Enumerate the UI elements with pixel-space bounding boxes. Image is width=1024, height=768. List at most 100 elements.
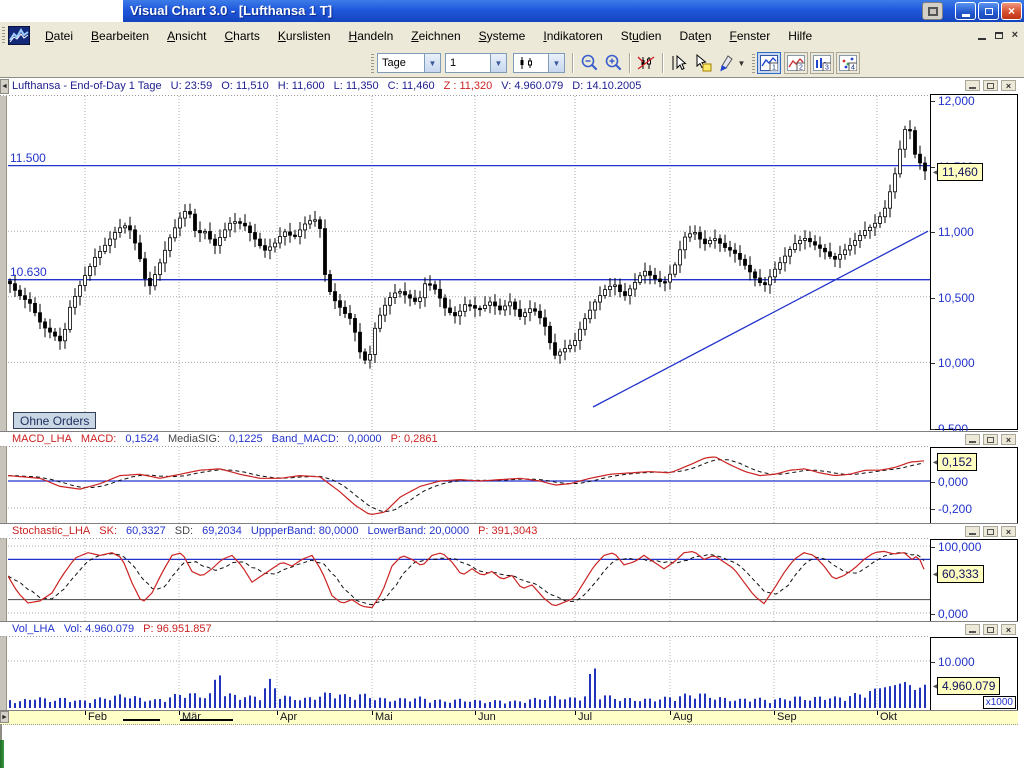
menu-daten[interactable]: Daten <box>679 29 712 43</box>
menu-kurslisten[interactable]: Kurslisten <box>277 29 331 43</box>
panel-minimize-button[interactable] <box>965 80 980 91</box>
restore-button[interactable] <box>978 2 999 20</box>
mdi-restore-icon[interactable] <box>994 31 1003 39</box>
menu-systeme[interactable]: Systeme <box>478 29 526 43</box>
pointer-note-button[interactable] <box>691 52 714 74</box>
macd-chart[interactable] <box>8 447 930 523</box>
header-segment: C: 11,460 <box>387 80 435 92</box>
axis-tick-label: 10.000 <box>938 655 975 669</box>
tick-mark <box>931 166 935 168</box>
header-segment: Band_MACD: <box>271 433 339 445</box>
ohne-orders-button[interactable]: Ohne Orders <box>13 412 97 429</box>
panel-separator[interactable] <box>0 431 1018 432</box>
data-window-button[interactable] <box>634 52 657 74</box>
panel-close-button[interactable]: × <box>1001 80 1016 91</box>
volume-axis[interactable]: 10.000 ◄ 4.960.079 x1000 <box>930 637 1018 711</box>
highlighter-dropdown[interactable]: ▼ <box>736 52 747 74</box>
pointer-button[interactable] <box>667 52 690 74</box>
panel-separator[interactable] <box>0 621 1018 622</box>
month-label: Jul <box>578 711 593 723</box>
main-price-chart[interactable] <box>8 96 930 430</box>
zoom-out-button[interactable] <box>577 52 600 74</box>
mdi-close-icon[interactable]: × <box>1011 29 1018 41</box>
left-divider-strip[interactable] <box>0 96 7 711</box>
toolbar-separator <box>572 53 574 73</box>
chart-window-1-button[interactable]: 1 <box>757 52 781 74</box>
pointer-note-icon <box>696 53 711 72</box>
chevron-down-icon[interactable]: ▼ <box>490 54 506 72</box>
panel-maximize-button[interactable] <box>983 526 998 537</box>
macd-axis[interactable]: -0,200 0,000 ◄ 0,152 <box>930 447 1018 524</box>
tick-mark <box>931 482 935 483</box>
zoom-in-icon <box>605 54 621 71</box>
mdi-minimize-icon[interactable] <box>977 38 986 40</box>
highlighter-button[interactable] <box>716 52 736 74</box>
header-segment: SK: <box>99 525 117 537</box>
vol-header-text: Vol_LHA Vol: 4.960.079 P: 96.951.857 <box>12 623 221 635</box>
value-arrow-icon: ◄ <box>931 681 940 691</box>
volume-chart[interactable] <box>8 637 930 710</box>
toolbar-grip[interactable] <box>371 54 374 73</box>
chevron-down-icon[interactable]: ▼ <box>548 54 564 72</box>
period-value: Tage <box>382 57 406 69</box>
tick-mark <box>931 232 935 234</box>
panel-close-button[interactable]: × <box>1001 526 1016 537</box>
minimize-button[interactable] <box>955 2 976 20</box>
divider-dotted <box>0 538 930 539</box>
menu-fenster[interactable]: Fenster <box>729 29 771 43</box>
legacy-maximize-button[interactable] <box>922 2 943 20</box>
chart-window-2-button[interactable]: 2 <box>784 52 808 74</box>
panel-separator[interactable] <box>0 710 1018 711</box>
period-dropdown[interactable]: Tage ▼ <box>377 53 441 73</box>
panel-minimize-button[interactable] <box>965 526 980 537</box>
svg-text:4: 4 <box>851 65 855 72</box>
panel-minimize-button[interactable] <box>965 434 980 445</box>
panel-maximize-button[interactable] <box>983 434 998 445</box>
compression-dropdown[interactable]: 1 ▼ <box>445 53 507 73</box>
month-label: Sep <box>777 711 797 723</box>
stochastic-chart[interactable] <box>8 539 930 621</box>
menu-studien[interactable]: Studien <box>620 29 662 43</box>
month-tick <box>877 711 878 715</box>
menu-handeln[interactable]: Handeln <box>348 29 394 43</box>
svg-text:2: 2 <box>799 65 803 72</box>
scale-note: x1000 <box>982 696 1016 709</box>
menu-hilfe[interactable]: Hilfe <box>788 29 813 43</box>
zoom-in-button[interactable] <box>601 52 624 74</box>
menu-bearbeiten[interactable]: Bearbeiten <box>91 29 150 43</box>
menu-indikatoren[interactable]: Indikatoren <box>543 29 603 43</box>
toolbar-separator <box>662 53 664 73</box>
toolbar-grip[interactable] <box>752 54 755 73</box>
menubar-grip[interactable] <box>2 27 5 45</box>
header-segment: Stochastic_LHA <box>12 525 91 537</box>
header-segment: Vol_LHA <box>12 623 55 635</box>
chevron-down-icon[interactable]: ▼ <box>424 54 440 72</box>
chart-window-3-button[interactable]: 3 <box>810 52 834 74</box>
panel-minimize-button[interactable] <box>965 624 980 635</box>
expand-right-icon[interactable]: ► <box>0 711 9 723</box>
panel-separator[interactable] <box>0 523 1018 524</box>
menu-charts[interactable]: Charts <box>224 29 260 43</box>
chart-window-4-button[interactable]: 4 <box>836 52 860 74</box>
price-line-label: 10.630 <box>10 264 47 279</box>
close-button[interactable]: × <box>1001 2 1022 20</box>
time-axis[interactable]: ► Feb Mär Apr Mai Jun Jul Aug Sep Okt <box>0 711 1018 725</box>
panel-close-button[interactable]: × <box>1001 624 1016 635</box>
panel-maximize-button[interactable] <box>983 624 998 635</box>
tick-mark <box>931 363 935 365</box>
collapse-left-icon[interactable]: ◄ <box>0 79 9 94</box>
menu-zeichnen[interactable]: Zeichnen <box>411 29 461 43</box>
tick-mark <box>931 101 935 102</box>
panel-maximize-button[interactable] <box>983 80 998 91</box>
macd-value-box: 0,152 <box>937 453 978 471</box>
bar-type-dropdown[interactable]: ▼ <box>513 53 565 73</box>
menu-datei[interactable]: Datei <box>45 29 74 43</box>
panel-close-button[interactable]: × <box>1001 434 1016 445</box>
stochastic-axis[interactable]: 0,000 100,000 ◄ 60,333 <box>930 539 1018 622</box>
start-button-edge[interactable] <box>0 740 4 768</box>
header-segment: D: 14.10.2005 <box>572 80 642 92</box>
chart-window-3-icon: 3 <box>813 55 831 71</box>
menu-ansicht[interactable]: Ansicht <box>167 29 207 43</box>
zoom-out-icon <box>581 54 597 71</box>
